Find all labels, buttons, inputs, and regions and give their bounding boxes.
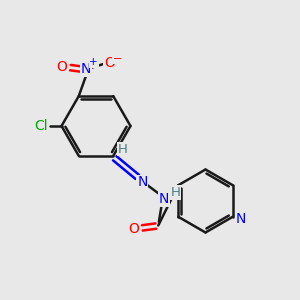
Text: O: O [56,60,67,74]
Text: O: O [104,56,115,70]
Text: N: N [159,192,169,206]
Text: O: O [128,222,139,236]
Text: N: N [137,175,148,189]
Text: H: H [118,143,128,156]
Text: −: − [113,54,122,64]
Text: N: N [81,62,92,76]
Text: Cl: Cl [34,119,48,133]
Text: N: N [236,212,246,226]
Text: H: H [170,186,180,199]
Text: +: + [89,57,98,67]
